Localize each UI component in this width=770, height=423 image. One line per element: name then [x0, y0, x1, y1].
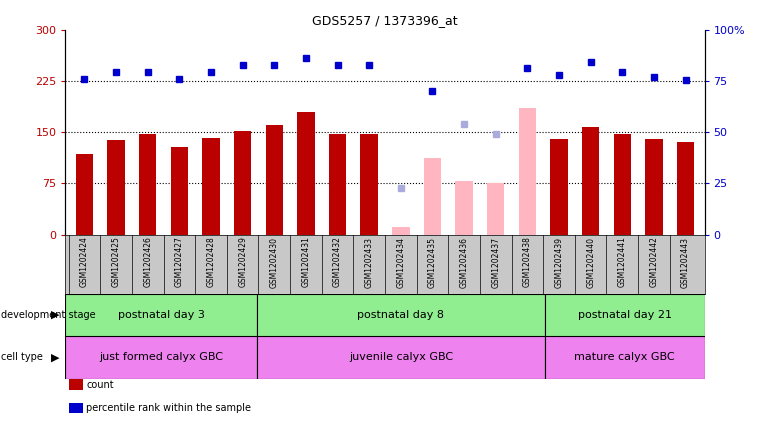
- Bar: [257, 336, 545, 379]
- Bar: [266, 125, 283, 235]
- Text: postnatal day 8: postnatal day 8: [357, 310, 444, 320]
- Bar: [582, 127, 599, 235]
- Bar: [392, 227, 410, 235]
- Bar: [234, 131, 251, 235]
- Text: GSM1202435: GSM1202435: [428, 236, 437, 288]
- Bar: [257, 294, 545, 336]
- Text: GSM1202429: GSM1202429: [238, 236, 247, 287]
- Text: GSM1202427: GSM1202427: [175, 236, 184, 287]
- Bar: [139, 134, 156, 235]
- Text: GSM1202434: GSM1202434: [397, 236, 405, 288]
- Text: GSM1202443: GSM1202443: [681, 236, 690, 288]
- Bar: [171, 147, 188, 235]
- Text: GSM1202436: GSM1202436: [460, 236, 469, 288]
- Bar: [545, 294, 705, 336]
- Bar: [360, 134, 378, 235]
- Text: GSM1202432: GSM1202432: [333, 236, 342, 287]
- Bar: [65, 294, 257, 336]
- Text: cell type: cell type: [1, 352, 42, 363]
- Bar: [645, 139, 663, 235]
- Text: GSM1202438: GSM1202438: [523, 236, 532, 287]
- Text: GSM1202428: GSM1202428: [206, 236, 216, 287]
- Text: percentile rank within the sample: percentile rank within the sample: [86, 403, 251, 413]
- Bar: [551, 139, 567, 235]
- Text: ▶: ▶: [51, 352, 59, 363]
- Title: GDS5257 / 1373396_at: GDS5257 / 1373396_at: [312, 14, 458, 27]
- Bar: [75, 154, 93, 235]
- Bar: [107, 140, 125, 235]
- Bar: [519, 108, 536, 235]
- Text: mature calyx GBC: mature calyx GBC: [574, 352, 675, 363]
- Bar: [677, 143, 695, 235]
- Bar: [424, 158, 441, 235]
- Text: postnatal day 21: postnatal day 21: [578, 310, 671, 320]
- Text: development stage: development stage: [1, 310, 95, 320]
- Text: GSM1202424: GSM1202424: [80, 236, 89, 287]
- Bar: [614, 134, 631, 235]
- Text: GSM1202442: GSM1202442: [649, 236, 658, 287]
- Text: just formed calyx GBC: just formed calyx GBC: [99, 352, 223, 363]
- Text: GSM1202430: GSM1202430: [270, 236, 279, 288]
- Text: GSM1202437: GSM1202437: [491, 236, 500, 288]
- Text: GSM1202426: GSM1202426: [143, 236, 152, 287]
- Text: GSM1202431: GSM1202431: [301, 236, 310, 287]
- Text: GSM1202439: GSM1202439: [554, 236, 564, 288]
- Text: ▶: ▶: [51, 310, 59, 320]
- Bar: [203, 137, 219, 235]
- Text: postnatal day 3: postnatal day 3: [118, 310, 205, 320]
- Bar: [487, 184, 504, 235]
- Bar: [455, 181, 473, 235]
- Bar: [297, 112, 315, 235]
- Text: GSM1202441: GSM1202441: [618, 236, 627, 287]
- Bar: [65, 336, 257, 379]
- Text: count: count: [86, 380, 114, 390]
- Text: GSM1202440: GSM1202440: [586, 236, 595, 288]
- Bar: [545, 336, 705, 379]
- Text: GSM1202433: GSM1202433: [365, 236, 373, 288]
- Text: juvenile calyx GBC: juvenile calyx GBC: [349, 352, 453, 363]
- Bar: [329, 134, 347, 235]
- Text: GSM1202425: GSM1202425: [112, 236, 121, 287]
